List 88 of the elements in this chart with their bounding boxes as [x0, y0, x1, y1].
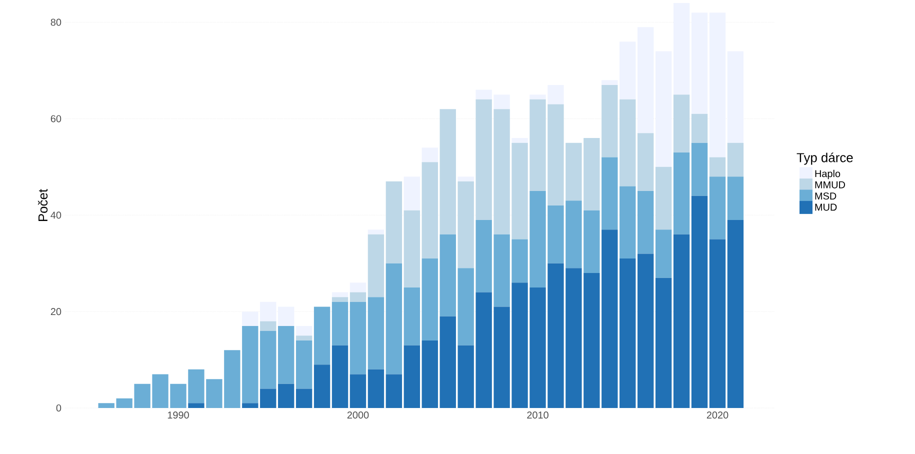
y-tick-label: 60: [50, 115, 62, 122]
bar: [386, 374, 402, 408]
bar: [458, 176, 474, 182]
bar: [404, 210, 420, 288]
bar: [350, 374, 366, 408]
legend-label: Haplo: [815, 170, 840, 180]
bar: [386, 263, 402, 374]
bar: [404, 345, 420, 408]
bar: [709, 12, 726, 158]
bar: [673, 234, 690, 408]
bar: [296, 340, 312, 389]
y-tick-label: 0: [56, 404, 62, 412]
bar: [260, 321, 276, 331]
bar: [638, 27, 654, 134]
bar: [673, 152, 690, 234]
bar: [260, 388, 276, 408]
bar: [260, 302, 276, 322]
bar: [368, 297, 384, 370]
bar: [440, 109, 456, 234]
bar: [440, 234, 456, 316]
bar: [350, 282, 366, 292]
bar: [296, 326, 312, 336]
bar: [691, 196, 708, 408]
bar: [404, 176, 420, 210]
bar: [620, 186, 636, 259]
bar: [620, 258, 636, 408]
bar: [620, 42, 636, 100]
bar: [404, 287, 420, 346]
bar: [673, 2, 690, 95]
bar: [278, 384, 294, 408]
bar: [440, 316, 456, 408]
bar: [638, 254, 654, 408]
bar: [422, 340, 438, 408]
bar: [260, 330, 276, 389]
legend-label: MUD: [815, 204, 837, 211]
bar: [709, 239, 726, 408]
y-tick-label: 40: [50, 212, 62, 219]
bar: [422, 162, 438, 259]
bar: [350, 302, 366, 374]
bar: [242, 403, 258, 408]
bar: [332, 345, 348, 408]
bar: [332, 297, 348, 302]
bar: [727, 51, 744, 143]
bar: [691, 114, 708, 143]
x-tick-label: 2010: [527, 412, 548, 419]
x-tick-label: 2020: [706, 412, 728, 419]
bar: [422, 148, 438, 162]
legend-title: Typ dárce: [796, 152, 853, 165]
bar: [368, 369, 384, 408]
y-tick-label: 80: [50, 18, 62, 26]
bar: [512, 138, 528, 143]
bar: [278, 306, 294, 326]
bar: [638, 191, 654, 254]
bar: [296, 336, 312, 340]
bar: [691, 142, 708, 196]
bar: [602, 80, 618, 85]
bar: [332, 302, 348, 346]
bar: [655, 166, 672, 230]
y-axis-title: Počet: [38, 189, 48, 221]
legend-label: MMUD: [815, 181, 845, 188]
bar: [727, 142, 744, 177]
y-tick-label: 20: [50, 308, 62, 316]
bar: [655, 51, 672, 167]
bar: [296, 388, 312, 408]
bar: [242, 312, 258, 326]
bar: [278, 326, 294, 384]
bar: [620, 99, 636, 186]
bar: [350, 292, 366, 302]
bar: [655, 278, 672, 408]
bar: [188, 403, 204, 408]
bar: [368, 234, 384, 298]
bar: [727, 220, 744, 408]
bar: [314, 306, 330, 365]
bar: [655, 230, 672, 278]
bar: [691, 12, 708, 114]
x-tick-label: 2000: [347, 412, 369, 419]
bar: [332, 292, 348, 298]
bar: [709, 176, 726, 240]
bar: [673, 94, 690, 152]
bar: [727, 176, 744, 220]
bar: [638, 133, 654, 192]
bar: [709, 157, 726, 177]
bar: [386, 181, 402, 264]
x-tick-label: 1990: [168, 412, 189, 419]
legend-label: MSD: [815, 192, 836, 200]
bar: [314, 364, 330, 408]
bar: [422, 258, 438, 340]
bar: [368, 230, 384, 234]
